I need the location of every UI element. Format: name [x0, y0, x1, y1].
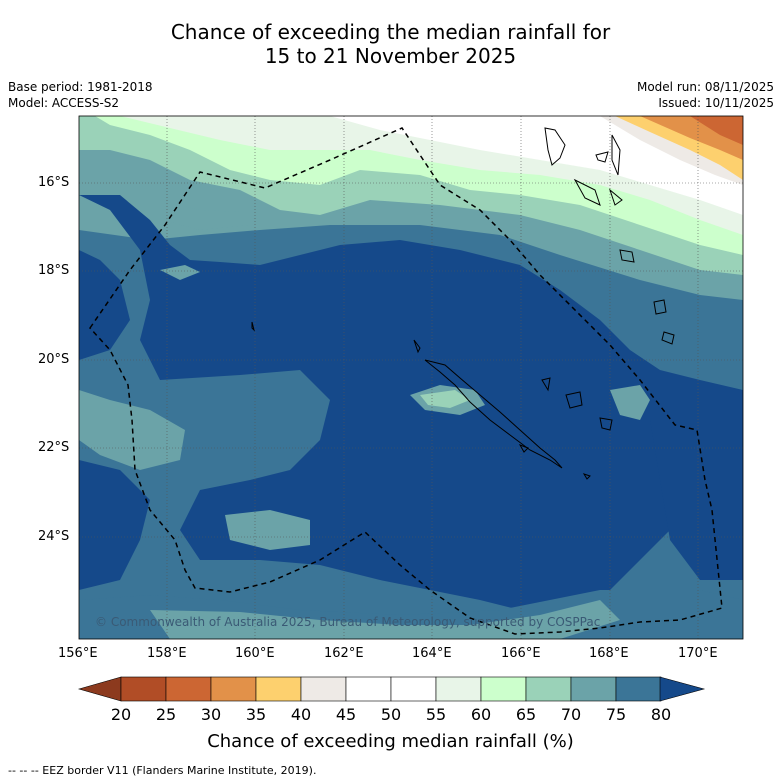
lat-tick-22s: 22°S: [38, 440, 70, 455]
copyright-notice: © Commonwealth of Australia 2025, Bureau…: [95, 615, 600, 629]
patch-small-north: [160, 265, 200, 280]
issued-date: Issued: 10/11/2025: [658, 96, 774, 110]
island-vanuatu-c: [611, 134, 621, 176]
band-80-plus-southwest: [79, 460, 150, 590]
island-loyalty-c: [565, 391, 583, 409]
colorbar-title: Chance of exceeding median rainfall (%): [207, 731, 574, 752]
colorbar-label: 80: [650, 705, 672, 724]
colorbar: [77, 676, 706, 702]
colorbar-cell: [435, 676, 482, 702]
colorbar-label: 55: [425, 705, 447, 724]
island-small-c: [582, 473, 591, 480]
new-caledonia-main: [424, 359, 563, 469]
colorbar-label: 75: [605, 705, 627, 724]
colorbar-label: 45: [335, 705, 357, 724]
colorbar-cell: [345, 676, 392, 702]
colorbar-label: 65: [515, 705, 537, 724]
lon-tick-162e: 162°E: [324, 646, 364, 661]
island-vanuatu-f: [619, 249, 635, 263]
colorbar-cells: [120, 676, 662, 702]
colorbar-label: 40: [290, 705, 312, 724]
island-small-a: [251, 321, 255, 332]
patch-70-75-north: [160, 200, 250, 230]
model-name: Model: ACCESS-S2: [8, 96, 120, 110]
map-title-line2: 15 to 21 November 2025: [264, 44, 517, 68]
colorbar-label: 20: [110, 705, 132, 724]
colorbar-label: 60: [470, 705, 492, 724]
map-frame: [78, 115, 744, 640]
island-small-b: [518, 444, 529, 453]
eez-legend-footer: -- -- -- EEZ border V11 (Flanders Marine…: [8, 764, 317, 777]
coastlines: [251, 127, 675, 480]
patch-70-75-southern: [150, 600, 620, 639]
patch-70-75-east: [610, 385, 650, 420]
band-80-plus-west: [79, 250, 130, 360]
colorbar-label: 35: [245, 705, 267, 724]
patch-65-70-center: [420, 390, 470, 408]
colorbar-cell: [570, 676, 617, 702]
gridlines: [79, 116, 743, 639]
band-80-plus-central: [79, 195, 743, 610]
colorbar-lower-extension: [77, 676, 122, 702]
colorbar-cell: [615, 676, 662, 702]
eez-border: [89, 127, 723, 635]
colorbar-cell: [120, 676, 167, 702]
colorbar-label: 25: [155, 705, 177, 724]
island-vanuatu-e: [608, 188, 623, 206]
colorbar-cell: [300, 676, 347, 702]
island-loyalty-b: [661, 331, 675, 345]
colorbar-cell: [255, 676, 302, 702]
band-80-plus-east: [650, 420, 743, 580]
colorbar-label: 70: [560, 705, 582, 724]
map-title-line1: Chance of exceeding the median rainfall …: [170, 20, 611, 44]
colorbar-cell: [480, 676, 527, 702]
lon-tick-168e: 168°E: [589, 646, 629, 661]
band-45-55: [330, 116, 743, 215]
lat-tick-24s: 24°S: [38, 529, 70, 544]
colorbar-cell: [525, 676, 572, 702]
island-loyalty-a: [653, 299, 667, 315]
lat-tick-20s: 20°S: [38, 352, 70, 367]
colorbar-label: 50: [380, 705, 402, 724]
lon-tick-160e: 160°E: [235, 646, 275, 661]
patch-70-75-south: [225, 510, 310, 550]
island-vanuatu-b: [595, 151, 609, 163]
colorbar-cell: [390, 676, 437, 702]
colorbar-cell: [165, 676, 212, 702]
lon-tick-166e: 166°E: [501, 646, 541, 661]
island-loyalty-d: [599, 417, 613, 431]
island-west-tip: [413, 339, 421, 354]
lon-tick-164e: 164°E: [412, 646, 452, 661]
model-run: Model run: 08/11/2025: [636, 80, 774, 94]
lat-tick-18s: 18°S: [38, 263, 70, 278]
lat-tick-16s: 16°S: [38, 175, 70, 190]
lon-tick-156e: 156°E: [58, 646, 98, 661]
colorbar-label: 30: [200, 705, 222, 724]
band-25-30: [690, 116, 743, 145]
island-vanuatu-d: [573, 178, 601, 206]
base-period: Base period: 1981-2018: [8, 80, 153, 94]
island-loyalty-e: [541, 377, 551, 392]
colorbar-cell: [210, 676, 257, 702]
island-vanuatu-a: [544, 127, 566, 166]
colorbar-upper-extension: [659, 676, 706, 702]
lon-tick-158e: 158°E: [147, 646, 187, 661]
lon-tick-170e: 170°E: [678, 646, 718, 661]
probability-contours: [79, 116, 743, 639]
